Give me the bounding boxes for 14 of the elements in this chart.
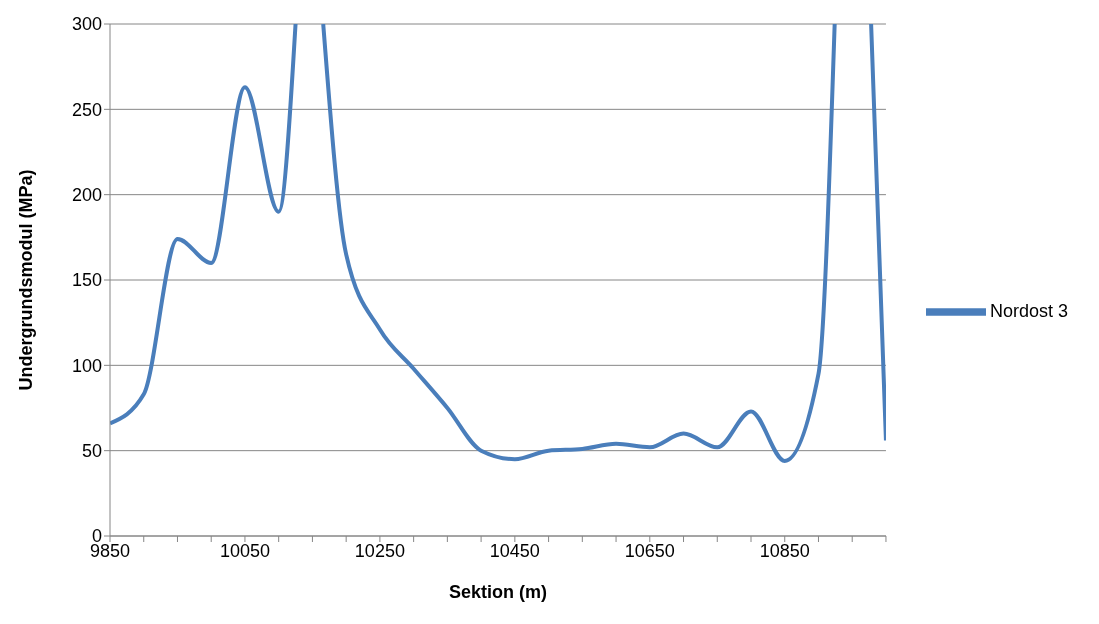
y-axis-title: Undergrundsmodul (MPa) <box>16 169 37 391</box>
x-tick-label: 10850 <box>759 540 810 561</box>
y-tick-label: 150 <box>71 270 102 291</box>
y-tick-label: 250 <box>71 99 102 120</box>
x-tick-label: 10450 <box>489 540 540 561</box>
x-tick-label: 10650 <box>624 540 675 561</box>
legend-label: Nordost 3 <box>989 300 1068 321</box>
y-tick-label: 200 <box>71 185 102 206</box>
x-tick-label: 10250 <box>354 540 405 561</box>
y-tick-label: 50 <box>81 441 102 462</box>
y-tick-label: 100 <box>71 355 102 376</box>
x-axis-title: Sektion (m) <box>448 582 547 602</box>
y-tick-label: 300 <box>71 14 102 35</box>
x-tick-label: 10050 <box>219 540 270 561</box>
